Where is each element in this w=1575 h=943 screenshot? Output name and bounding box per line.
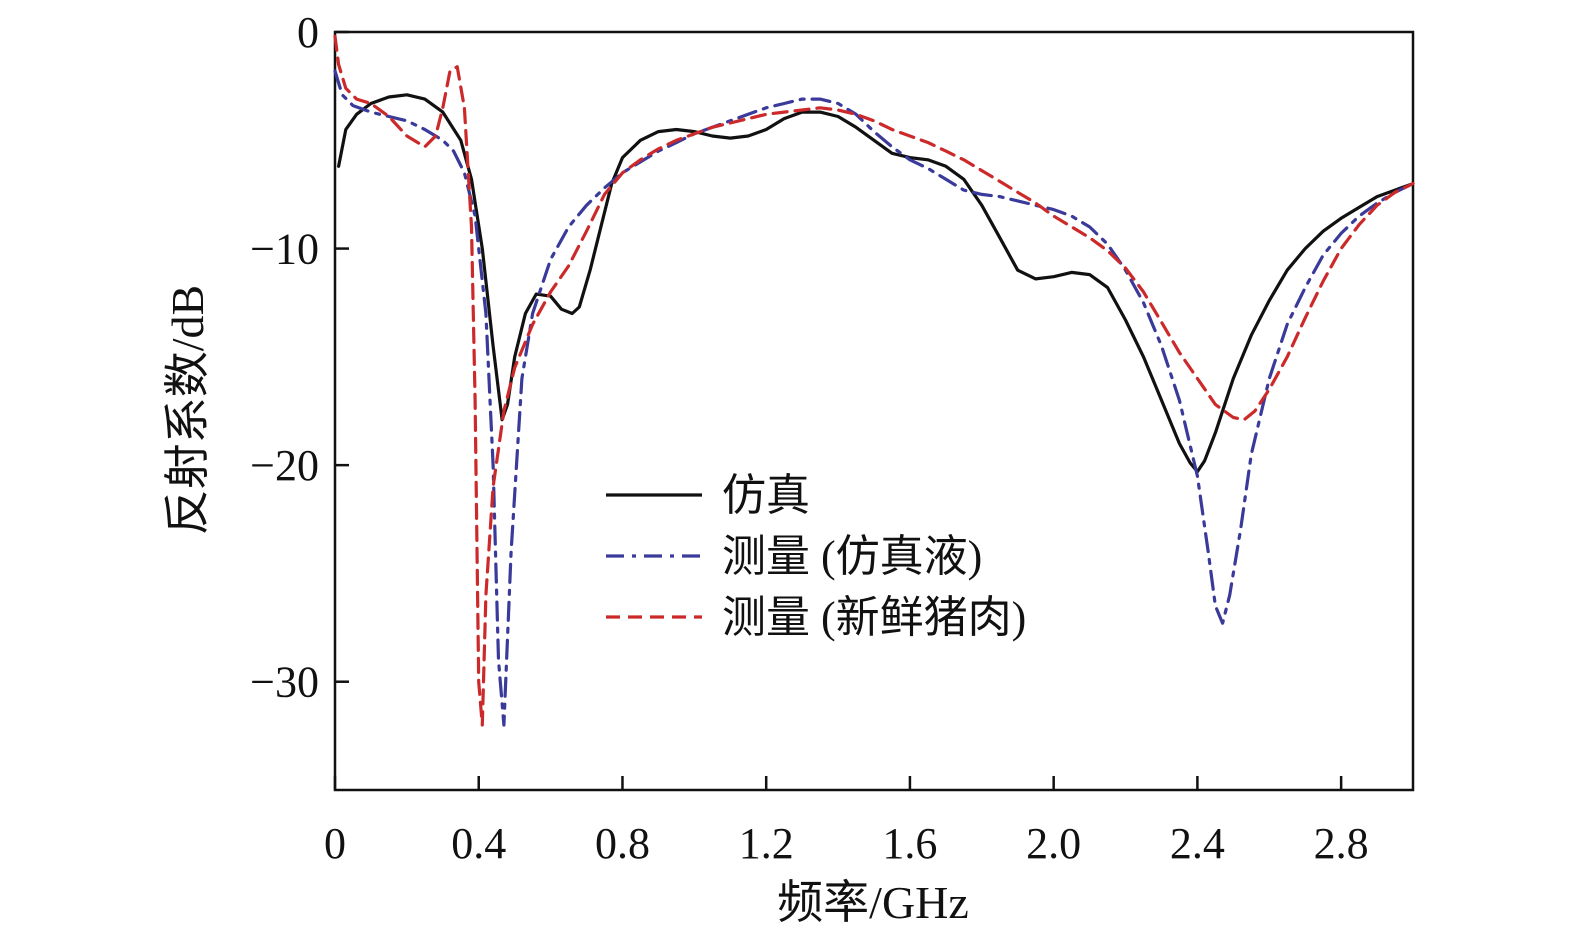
y-tick-label: 0 [297, 8, 319, 57]
plot-frame-group [333, 30, 1415, 792]
x-tick-label: 2.0 [1026, 819, 1081, 868]
x-tick-label: 2.8 [1314, 819, 1369, 868]
plot-frame [333, 30, 1415, 792]
legend-label-1: 仿真 [722, 471, 810, 520]
x-tick-label: 2.4 [1170, 819, 1225, 868]
x-tick-label: 1.2 [739, 819, 794, 868]
legend-label-3: 测量 (新鲜猪肉) [722, 593, 1026, 642]
x-ticks-group: 0 0.4 0.8 1.2 1.6 2.0 2.4 2.8 [324, 776, 1369, 868]
series-line-2 [333, 69, 1415, 727]
x-tick-label: 0 [324, 819, 346, 868]
legend-label-2: 测量 (仿真液) [722, 532, 982, 581]
series-line-1 [337, 93, 1415, 474]
series-line-3 [333, 34, 1415, 727]
x-tick-label: 1.6 [882, 819, 937, 868]
x-tick-label: 0.8 [595, 819, 650, 868]
y-ticks-group: 0 −10 −20 −30 [250, 8, 349, 707]
y-tick-label: −30 [250, 658, 319, 707]
y-tick-label: −10 [250, 225, 319, 274]
y-tick-label: −20 [250, 441, 319, 490]
series-group [333, 34, 1415, 727]
x-tick-label: 0.4 [451, 819, 506, 868]
y-axis-title: 反射系数/dB [162, 285, 213, 535]
x-axis-title: 频率/GHz [777, 877, 969, 928]
